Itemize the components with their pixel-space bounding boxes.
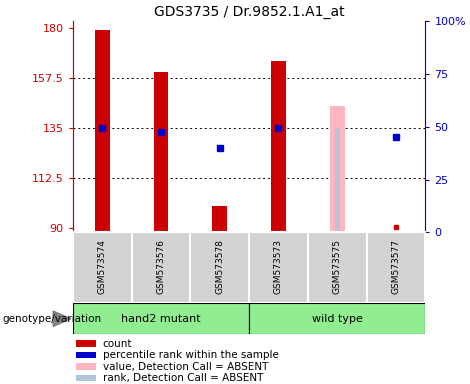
Text: value, Detection Call = ABSENT: value, Detection Call = ABSENT <box>103 362 268 372</box>
Text: GSM573576: GSM573576 <box>157 239 165 294</box>
Bar <box>76 364 96 370</box>
Bar <box>76 375 96 381</box>
Title: GDS3735 / Dr.9852.1.A1_at: GDS3735 / Dr.9852.1.A1_at <box>154 5 345 19</box>
Bar <box>95 30 110 232</box>
Bar <box>76 352 96 358</box>
Text: percentile rank within the sample: percentile rank within the sample <box>103 350 279 360</box>
Text: GSM573578: GSM573578 <box>215 239 224 294</box>
Bar <box>330 106 345 232</box>
Bar <box>154 72 168 232</box>
Bar <box>212 206 227 232</box>
Text: rank, Detection Call = ABSENT: rank, Detection Call = ABSENT <box>103 373 263 383</box>
Bar <box>271 61 286 232</box>
Text: wild type: wild type <box>312 314 363 324</box>
Polygon shape <box>53 311 70 326</box>
Text: count: count <box>103 339 133 349</box>
Text: hand2 mutant: hand2 mutant <box>121 314 201 324</box>
Text: genotype/variation: genotype/variation <box>2 314 102 324</box>
Bar <box>76 341 96 347</box>
Bar <box>73 232 132 303</box>
Bar <box>249 232 308 303</box>
Bar <box>249 303 425 334</box>
Text: GSM573577: GSM573577 <box>392 239 400 294</box>
Text: GSM573574: GSM573574 <box>98 239 107 294</box>
Text: GSM573573: GSM573573 <box>274 239 283 294</box>
Bar <box>73 303 249 334</box>
Text: GSM573575: GSM573575 <box>333 239 342 294</box>
Bar <box>367 232 425 303</box>
Bar <box>308 232 367 303</box>
Bar <box>132 232 190 303</box>
Bar <box>190 232 249 303</box>
Bar <box>335 128 340 232</box>
